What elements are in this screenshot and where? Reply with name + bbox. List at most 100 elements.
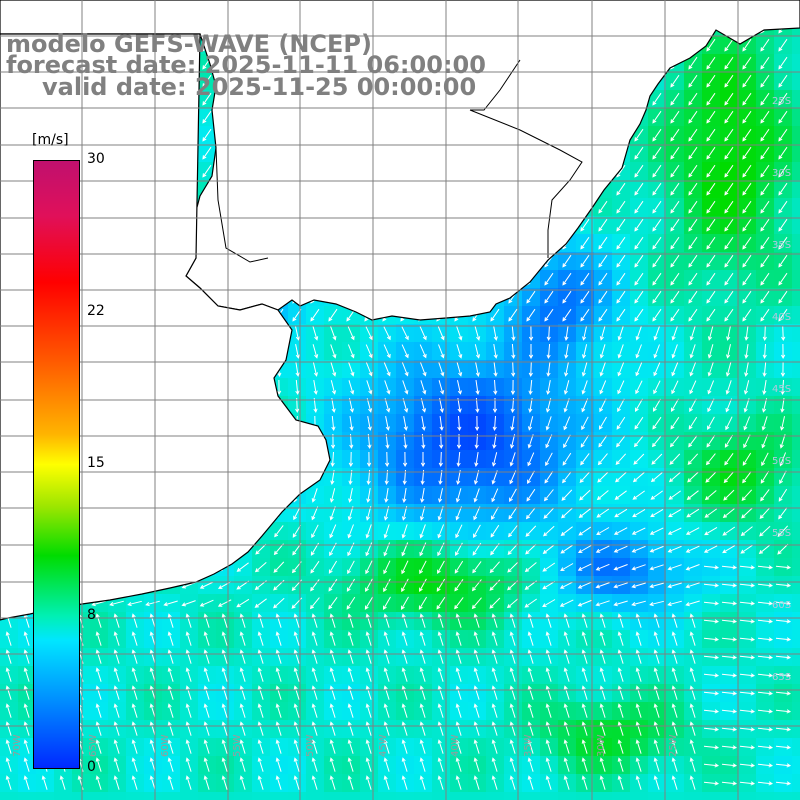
wind-speed-cell	[378, 468, 397, 487]
wind-speed-cell	[666, 576, 685, 595]
wind-speed-cell	[630, 414, 649, 433]
wind-arrow-icon	[455, 739, 462, 754]
wind-arrow-icon	[23, 721, 30, 736]
wind-arrow-icon	[617, 631, 624, 646]
wind-speed-cell	[774, 252, 793, 271]
wind-arrow-icon	[652, 272, 662, 286]
wind-arrow-icon	[671, 631, 678, 646]
wind-speed-cell	[378, 576, 397, 595]
wind-speed-cell	[738, 252, 757, 271]
wind-arrow-icon	[293, 775, 300, 790]
wind-speed-cell	[792, 756, 800, 775]
wind-arrow-icon	[722, 526, 736, 536]
wind-arrow-icon	[167, 739, 174, 754]
wind-arrow-icon	[634, 254, 644, 268]
wind-speed-cell	[324, 792, 343, 800]
wind-speed-cell	[594, 504, 613, 523]
wind-arrow-icon	[761, 434, 769, 449]
wind-speed-cell	[594, 378, 613, 397]
wind-speed-cell	[774, 36, 793, 55]
wind-arrow-icon	[703, 763, 720, 768]
wind-arrow-icon	[239, 721, 246, 736]
wind-arrow-icon	[721, 763, 738, 768]
wind-arrow-icon	[330, 362, 337, 377]
wind-speed-cell	[612, 324, 631, 343]
wind-arrow-icon	[455, 703, 462, 718]
wind-speed-cell	[738, 504, 757, 523]
wind-arrow-icon	[527, 667, 534, 682]
wind-arrow-icon	[706, 254, 716, 268]
wind-arrow-icon	[688, 92, 698, 106]
wind-speed-cell	[738, 180, 757, 199]
wind-speed-cell	[720, 342, 739, 361]
wind-arrow-icon	[580, 308, 590, 322]
wind-arrow-icon	[420, 488, 425, 503]
wind-arrow-icon	[652, 308, 662, 322]
wind-arrow-icon	[707, 398, 715, 413]
wind-speed-cell	[378, 792, 397, 800]
wind-speed-cell	[684, 234, 703, 253]
wind-speed-cell	[594, 306, 613, 325]
wind-arrow-icon	[634, 308, 644, 322]
wind-speed-cell	[792, 270, 800, 289]
wind-arrow-icon	[311, 757, 318, 772]
wind-arrow-icon	[689, 739, 696, 754]
wind-speed-cell	[702, 468, 721, 487]
wind-arrow-icon	[635, 703, 642, 718]
wind-speed-cell	[558, 558, 577, 577]
wind-speed-cell	[792, 522, 800, 541]
wind-speed-cell	[558, 594, 577, 613]
wind-arrow-icon	[545, 613, 552, 628]
wind-speed-cell	[666, 72, 685, 91]
wind-arrow-icon	[312, 326, 319, 341]
wind-arrow-icon	[742, 110, 752, 124]
wind-arrow-icon	[653, 344, 660, 359]
wind-arrow-icon	[652, 200, 662, 214]
wind-arrow-icon	[131, 703, 138, 718]
wind-arrow-icon	[384, 451, 390, 468]
wind-speed-cell	[702, 270, 721, 289]
wind-arrow-icon	[254, 598, 267, 608]
wind-arrow-icon	[438, 344, 445, 359]
wind-speed-cell	[684, 108, 703, 127]
wind-arrow-icon	[614, 490, 627, 500]
wind-arrow-icon	[615, 471, 627, 483]
wind-speed-cell	[720, 378, 739, 397]
wind-speed-cell	[792, 612, 800, 631]
wind-arrow-icon	[581, 667, 588, 682]
wind-arrow-icon	[650, 490, 663, 500]
wind-speed-cell	[342, 522, 361, 541]
wind-speed-cell	[558, 450, 577, 469]
wind-arrow-icon	[401, 560, 409, 575]
wind-arrow-icon	[581, 398, 589, 413]
wind-speed-cell	[594, 468, 613, 487]
wind-arrow-icon	[527, 757, 534, 772]
wind-arrow-icon	[721, 637, 738, 642]
wind-speed-cell	[684, 360, 703, 379]
wind-arrow-icon	[635, 362, 643, 377]
wind-arrow-icon	[311, 506, 319, 521]
wind-arrow-icon	[598, 272, 608, 286]
wind-arrow-icon	[199, 581, 214, 589]
wind-arrow-icon	[331, 415, 336, 432]
wind-arrow-icon	[559, 599, 574, 607]
wind-arrow-icon	[475, 380, 480, 395]
wind-speed-cell	[648, 450, 667, 469]
longitude-label: 25W	[668, 734, 679, 757]
wind-arrow-icon	[652, 416, 662, 430]
wind-arrow-icon	[739, 673, 756, 678]
latitude-label: 65S	[772, 672, 792, 683]
wind-speed-cell	[324, 558, 343, 577]
wind-arrow-icon	[167, 721, 174, 736]
wind-speed-cell	[720, 108, 739, 127]
wind-arrow-icon	[723, 489, 735, 501]
wind-arrow-icon	[742, 290, 752, 304]
wind-arrow-icon	[580, 254, 590, 268]
wind-arrow-icon	[635, 326, 642, 341]
wind-arrow-icon	[706, 110, 716, 124]
wind-arrow-icon	[616, 218, 626, 232]
wind-arrow-icon	[740, 526, 753, 537]
wind-arrow-icon	[685, 564, 700, 571]
wind-arrow-icon	[506, 598, 519, 609]
wind-speed-cell	[360, 504, 379, 523]
